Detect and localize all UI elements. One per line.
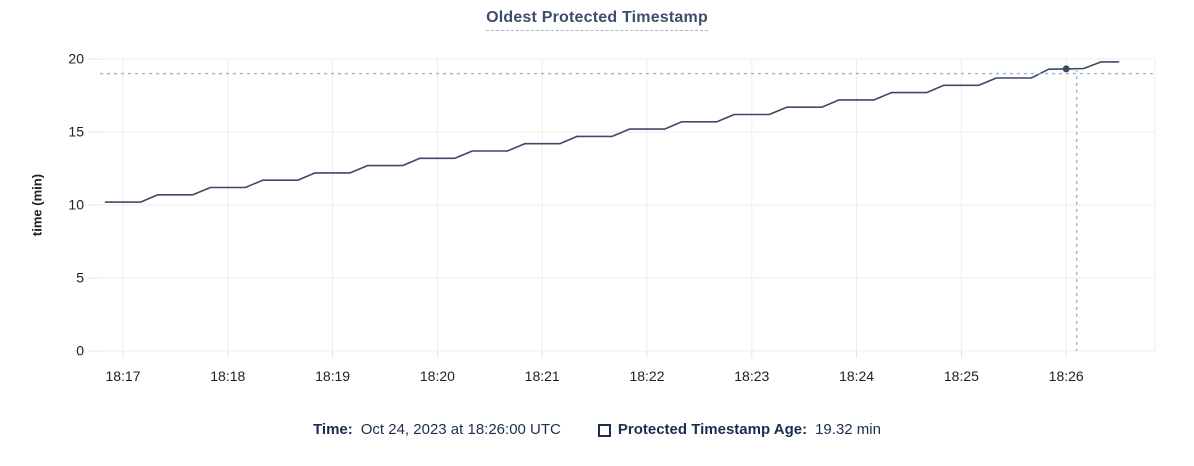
y-tick-label: 0 (76, 343, 84, 359)
x-tick-label: 18:21 (525, 368, 560, 384)
x-tick-label: 18:23 (734, 368, 769, 384)
legend-time-group: Time: Oct 24, 2023 at 18:26:00 UTC (313, 420, 561, 440)
x-tick-label: 18:25 (944, 368, 979, 384)
chart-plot-area[interactable]: 0 5 10 15 20 18:17 18:18 18:19 18:20 18:21 18:22 18… (0, 0, 1194, 400)
x-tick-label: 18:20 (420, 368, 455, 384)
y-tick-label: 5 (76, 270, 84, 286)
legend-time-label: Time: (313, 421, 353, 438)
y-tick-label: 20 (68, 51, 84, 67)
y-tick-label: 10 (68, 197, 84, 213)
chart-title-row: Oldest Protected Timestamp (0, 9, 1194, 31)
x-tick-label: 18:17 (105, 368, 140, 384)
y-tick-label: 15 (68, 124, 84, 140)
legend-series-item[interactable]: Protected Timestamp Age: 19.32 min (597, 420, 881, 440)
legend-series-label: Protected Timestamp Age: (617, 421, 808, 438)
chart-legend: Time: Oct 24, 2023 at 18:26:00 UTC Prote… (0, 420, 1194, 440)
x-tick-label: 18:18 (210, 368, 245, 384)
x-tick-label: 18:22 (629, 368, 664, 384)
chart-title[interactable]: Oldest Protected Timestamp (486, 9, 708, 31)
hovered-data-point (1062, 65, 1070, 73)
x-tick-label: 18:19 (315, 368, 350, 384)
legend-time-value: Oct 24, 2023 at 18:26:00 UTC (360, 421, 561, 438)
legend-series-value: 19.32 min (815, 421, 881, 438)
series-checkbox-icon[interactable] (597, 423, 611, 437)
series-line-protected-timestamp-age (104, 61, 1120, 203)
x-tick-label: 18:26 (1049, 368, 1084, 384)
x-tick-label: 18:24 (839, 368, 874, 384)
